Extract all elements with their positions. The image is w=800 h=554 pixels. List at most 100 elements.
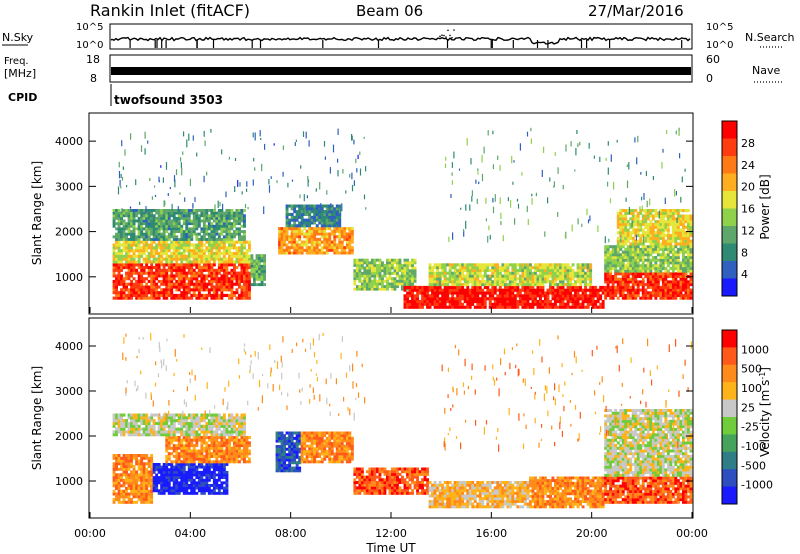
echo-cell: [679, 239, 683, 243]
echo-cell: [122, 470, 126, 474]
echo-cell: [403, 282, 407, 286]
echo-cell: [473, 297, 477, 301]
echo-cell: [671, 277, 675, 281]
echo-cell: [142, 489, 146, 493]
echo-cell: [152, 227, 156, 231]
echo-cell: [579, 288, 582, 292]
echo-cell: [145, 271, 149, 275]
echo-cell: [476, 263, 480, 267]
echo-cell: [654, 256, 658, 259]
echo-cell: [453, 285, 457, 289]
echo-cell: [182, 291, 186, 295]
echo-cell: [671, 280, 675, 284]
echo-cell: [177, 296, 181, 300]
echo-cell: [125, 476, 128, 479]
echo-cell: [150, 489, 154, 493]
echo-cell: [353, 287, 357, 291]
echo-cell: [671, 283, 675, 287]
echo-cell: [145, 211, 149, 215]
echo-cell: [160, 249, 164, 253]
echo-cell: [190, 251, 194, 255]
echo-cell: [451, 266, 455, 270]
echo-cell: [619, 258, 623, 262]
echo-cell: [182, 266, 186, 270]
freq-tick-bottom: 8: [90, 72, 97, 85]
echo-cell: [145, 254, 149, 258]
echo-cell: [438, 291, 442, 295]
echo-cell: [679, 291, 683, 295]
echo-cell: [155, 216, 159, 220]
echo-cell: [162, 470, 166, 474]
echo-cell: [416, 294, 419, 298]
echo-cell: [215, 288, 219, 292]
echo-cell: [243, 214, 246, 218]
echo-cell: [659, 256, 663, 259]
echo-cell: [496, 266, 500, 270]
echo-cell: [288, 248, 292, 252]
echo-cell: [258, 267, 261, 271]
echo-cell: [641, 261, 645, 265]
echo-cell: [337, 128, 339, 135]
echo-cell: [529, 285, 532, 289]
echo-cell: [167, 484, 171, 487]
echo-cell: [298, 227, 302, 231]
echo-cell: [142, 277, 146, 281]
echo-cell: [157, 216, 161, 220]
echo-cell: [433, 280, 437, 284]
echo-cell: [355, 277, 359, 281]
echo-cell: [137, 296, 141, 300]
echo-cell: [475, 179, 477, 184]
echo-cell: [180, 274, 184, 278]
echo-cell: [651, 236, 655, 240]
echo-cell: [517, 203, 520, 209]
echo-cell: [403, 261, 407, 265]
echo-cell: [498, 305, 502, 309]
echo-cell: [607, 141, 609, 146]
echo-cell: [230, 224, 234, 228]
echo-cell: [162, 268, 166, 272]
echo-cell: [215, 216, 219, 220]
echo-cell: [185, 285, 189, 289]
echo-cell: [147, 251, 151, 255]
echo-cell: [345, 237, 349, 241]
echo-cell: [556, 268, 560, 272]
echo-cell: [285, 227, 289, 231]
echo-cell: [197, 271, 201, 275]
echo-cell: [184, 197, 186, 202]
echo-cell: [155, 293, 159, 297]
echo-cell: [671, 220, 675, 224]
echo-cell: [315, 229, 319, 233]
echo-cell: [165, 162, 168, 170]
echo-cell: [293, 232, 297, 236]
echo-cell: [682, 220, 685, 224]
echo-cell: [565, 144, 567, 152]
echo-cell: [217, 209, 221, 212]
echo-cell: [160, 209, 164, 212]
echo-cell: [135, 454, 139, 457]
echo-cell: [503, 297, 507, 301]
echo-cell: [125, 251, 128, 255]
echo-cell: [529, 271, 532, 275]
echo-cell: [674, 277, 678, 281]
echo-cell: [323, 221, 327, 225]
echo-cell: [664, 253, 668, 257]
echo-cell: [325, 204, 329, 208]
echo-cell: [544, 274, 547, 278]
echo-cell: [177, 209, 181, 212]
echo-cell: [323, 227, 327, 231]
echo-cell: [536, 268, 540, 272]
echo-cell: [112, 456, 116, 460]
echo-cell: [451, 294, 455, 298]
echo-cell: [549, 271, 552, 275]
echo-cell: [243, 238, 246, 241]
echo-cell: [207, 263, 211, 267]
echo-cell: [656, 291, 660, 295]
echo-cell: [396, 258, 399, 262]
echo-cell: [611, 266, 615, 270]
echo-cell: [508, 302, 512, 306]
echo-cell: [145, 246, 149, 250]
echo-cell: [125, 243, 128, 247]
echo-cell: [162, 224, 166, 228]
echo-cell: [308, 232, 312, 236]
echo-cell: [195, 260, 199, 264]
